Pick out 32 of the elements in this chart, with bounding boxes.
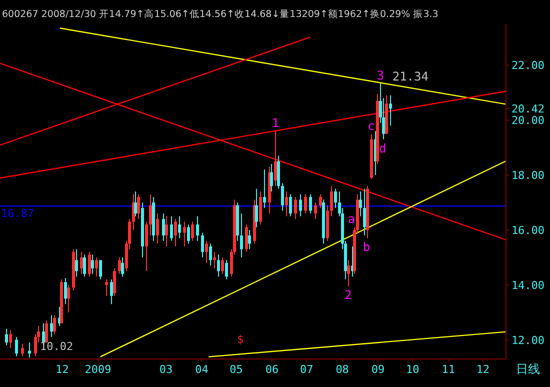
ref-line-label: 16.87 — [1, 207, 34, 220]
annotation: 3 — [376, 68, 384, 82]
x-tick-label: 12 — [56, 363, 69, 376]
x-tick-label: 07 — [300, 363, 314, 376]
y-tick-label: 20.42 — [511, 102, 545, 116]
chart-title: 600267 2008/12/30 开14.79↑高15.06↑低14.56↑收14.68↓量13209↑额1962↑换0.29% 振3.3 — [2, 8, 438, 20]
annotation: b — [362, 240, 370, 254]
x-tick-label: 10 — [406, 363, 420, 376]
x-tick-label: 2009 — [84, 363, 112, 376]
x-tick-label: 05 — [230, 363, 243, 376]
annotation: d — [379, 141, 386, 156]
annotation: 2 — [344, 288, 352, 302]
annotation: 1 — [272, 116, 280, 130]
x-tick-label: 11 — [442, 363, 455, 376]
y-tick-label: 18.00 — [511, 169, 545, 182]
annotation: 21.34 — [392, 69, 428, 84]
y-tick-label: 20.00 — [511, 114, 545, 128]
x-tick-label: 06 — [265, 363, 279, 376]
annotation: 10.02 — [40, 340, 74, 353]
y-tick-label: 16.00 — [511, 224, 545, 237]
y-tick-label: 12.00 — [511, 334, 545, 347]
x-tick-label: 03 — [159, 363, 173, 376]
x-tick-label: 08 — [336, 363, 349, 376]
x-axis-title: 日线 — [516, 362, 540, 376]
y-tick-label: 14.00 — [511, 278, 545, 292]
annotation: $ — [237, 333, 244, 346]
annotation: a — [348, 212, 356, 226]
x-tick-label: 04 — [195, 363, 209, 376]
annotation: c — [368, 118, 375, 133]
x-tick-label: 09 — [371, 363, 385, 376]
y-tick-label: 22.00 — [511, 59, 545, 72]
x-tick-label: 12 — [476, 363, 490, 376]
